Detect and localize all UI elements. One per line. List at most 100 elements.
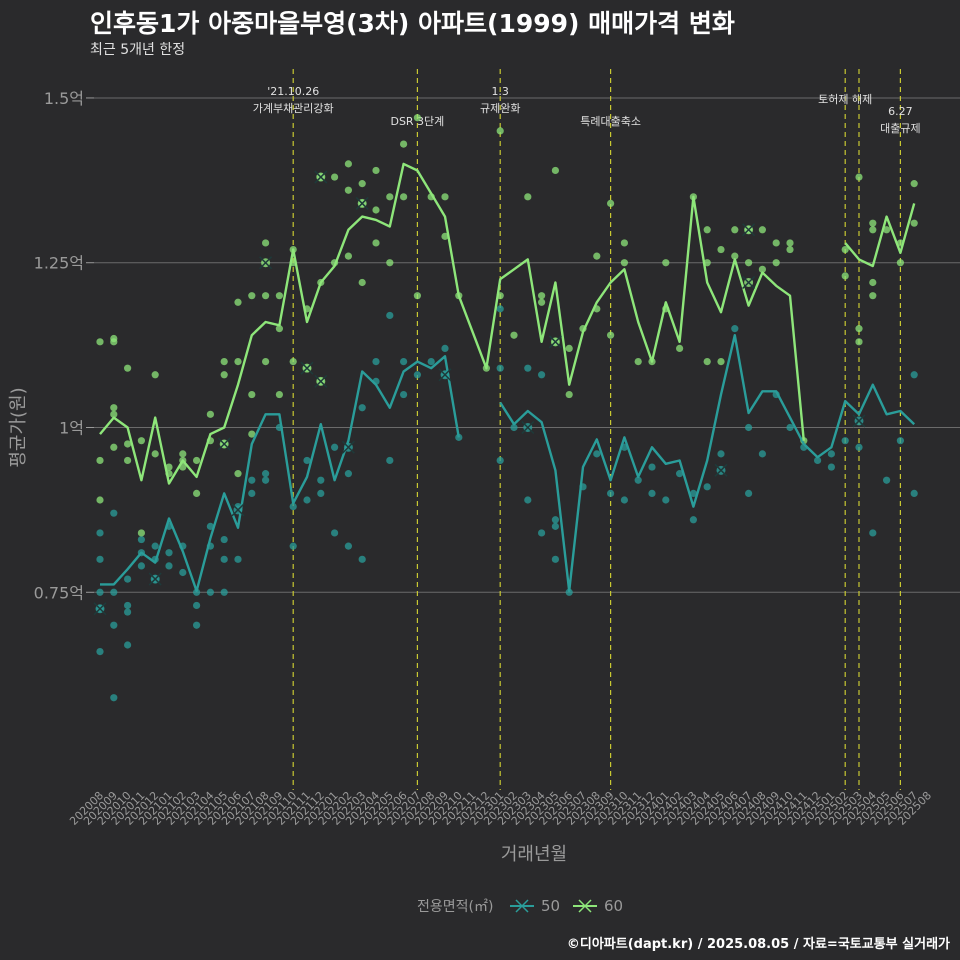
series-60-cancel-marker	[314, 374, 328, 388]
series-50-point	[96, 588, 104, 596]
cancel-marker-stroke	[341, 440, 355, 454]
series-50-cancel-marker	[714, 463, 728, 477]
series-60-point	[400, 193, 408, 201]
event-label: 대출규제	[880, 122, 920, 135]
legend-swatch-60	[573, 899, 597, 913]
series-50-point	[441, 344, 449, 353]
series-50-point	[165, 549, 173, 557]
series-60-point	[855, 338, 863, 346]
series-50-point	[400, 357, 408, 366]
series-60-point	[358, 180, 366, 188]
series-50-point	[758, 450, 767, 458]
series-60-point	[124, 364, 132, 372]
series-50-point	[496, 456, 504, 465]
event-label: 특례대출축소	[580, 115, 641, 128]
series-60-point	[772, 259, 780, 267]
series-50-point	[124, 608, 132, 616]
series-50-point	[317, 489, 325, 498]
series-60-point	[124, 440, 132, 448]
series-60-line	[844, 203, 916, 268]
series-60-point	[869, 278, 877, 287]
event-label: 6.27	[888, 105, 913, 118]
series-60-point	[717, 245, 725, 254]
chart-title: 인후동1가 아중마을부영(3차) 아파트(1999) 매매가격 변화	[90, 9, 735, 38]
cancel-marker-stroke	[548, 335, 562, 349]
series-50-point	[634, 476, 642, 484]
series-60-point	[400, 140, 408, 148]
series-60-point	[786, 245, 794, 254]
series-50-point	[96, 555, 104, 563]
series-60-point	[248, 292, 256, 300]
series-60-point	[234, 298, 242, 306]
cancel-marker-stroke	[259, 256, 273, 270]
series-50-point	[206, 588, 214, 596]
series-50-cancel-marker	[852, 414, 866, 428]
series-50-point	[607, 489, 615, 498]
series-60-point	[607, 199, 615, 208]
cancel-marker-stroke	[714, 463, 728, 477]
series-50-point	[289, 502, 297, 511]
series-60-cancel-marker	[314, 170, 328, 184]
series-50-point	[137, 562, 145, 570]
cancel-marker-stroke	[217, 437, 231, 451]
x-axis-title: 거래년월	[501, 844, 567, 865]
series-60-point	[165, 463, 173, 471]
series-60-cancel-marker	[742, 275, 756, 290]
series-60-point	[510, 331, 518, 339]
points-layer	[96, 114, 918, 702]
series-50-point	[110, 621, 118, 629]
series-60-point	[234, 470, 242, 478]
series-50-point	[510, 423, 518, 432]
series-60-point	[731, 252, 739, 260]
source-caption: ©디아파트(dapt.kr) / 2025.08.05 / 자료=국토교통부 실…	[566, 937, 950, 952]
series-50-point	[110, 588, 118, 596]
series-60-point	[841, 272, 849, 280]
series-50-point	[703, 483, 711, 491]
series-60-point	[869, 292, 877, 300]
series-60-point	[620, 239, 629, 247]
series-60-point	[262, 357, 270, 366]
series-50-point	[220, 588, 228, 596]
legend-label-50: 50	[541, 897, 561, 915]
series-60-point	[137, 437, 145, 445]
series-50-line	[100, 355, 460, 593]
series-60-point	[344, 160, 352, 168]
series-50-point	[717, 450, 725, 458]
series-60-point	[910, 180, 918, 188]
event-label: '21.10.26	[267, 85, 319, 98]
series-60-point	[151, 371, 159, 379]
series-50-point	[358, 555, 366, 563]
series-60-point	[758, 226, 767, 234]
series-60-point	[248, 430, 256, 438]
cancel-marker-stroke	[521, 420, 535, 435]
series-50-point	[234, 555, 242, 563]
series-60-point	[275, 390, 283, 399]
series-50-point	[220, 555, 228, 563]
series-60-point	[193, 489, 201, 498]
legend-label-60: 60	[604, 897, 624, 915]
series-50-point	[137, 535, 145, 544]
cancel-marker-stroke	[300, 361, 314, 375]
series-50-point	[620, 496, 629, 504]
series-60-point	[413, 292, 421, 300]
series-60-point	[386, 259, 394, 267]
series-50-point	[344, 542, 352, 550]
series-60-cancel-marker	[548, 335, 562, 349]
series-60-line	[99, 162, 805, 485]
cancel-marker-stroke	[742, 275, 756, 290]
cancel-marker-stroke	[314, 374, 328, 388]
series-60-point	[538, 298, 546, 306]
axis-layer: 0.75억1억1.25억1.5억평균가(원)202008202009202010…	[8, 89, 934, 865]
series-60-point	[703, 357, 711, 366]
series-50-point	[745, 489, 753, 498]
series-60-cancel-marker	[355, 196, 369, 210]
series-60-point	[386, 193, 394, 201]
series-50-point	[248, 489, 256, 498]
series-50-point	[303, 496, 311, 504]
series-50-point	[689, 489, 698, 498]
event-label: 가계부채관리강화	[253, 102, 334, 115]
series-50-point	[331, 529, 339, 537]
series-50-point	[400, 390, 408, 399]
series-50-point	[386, 456, 394, 465]
series-50-cancel-marker	[341, 440, 355, 454]
